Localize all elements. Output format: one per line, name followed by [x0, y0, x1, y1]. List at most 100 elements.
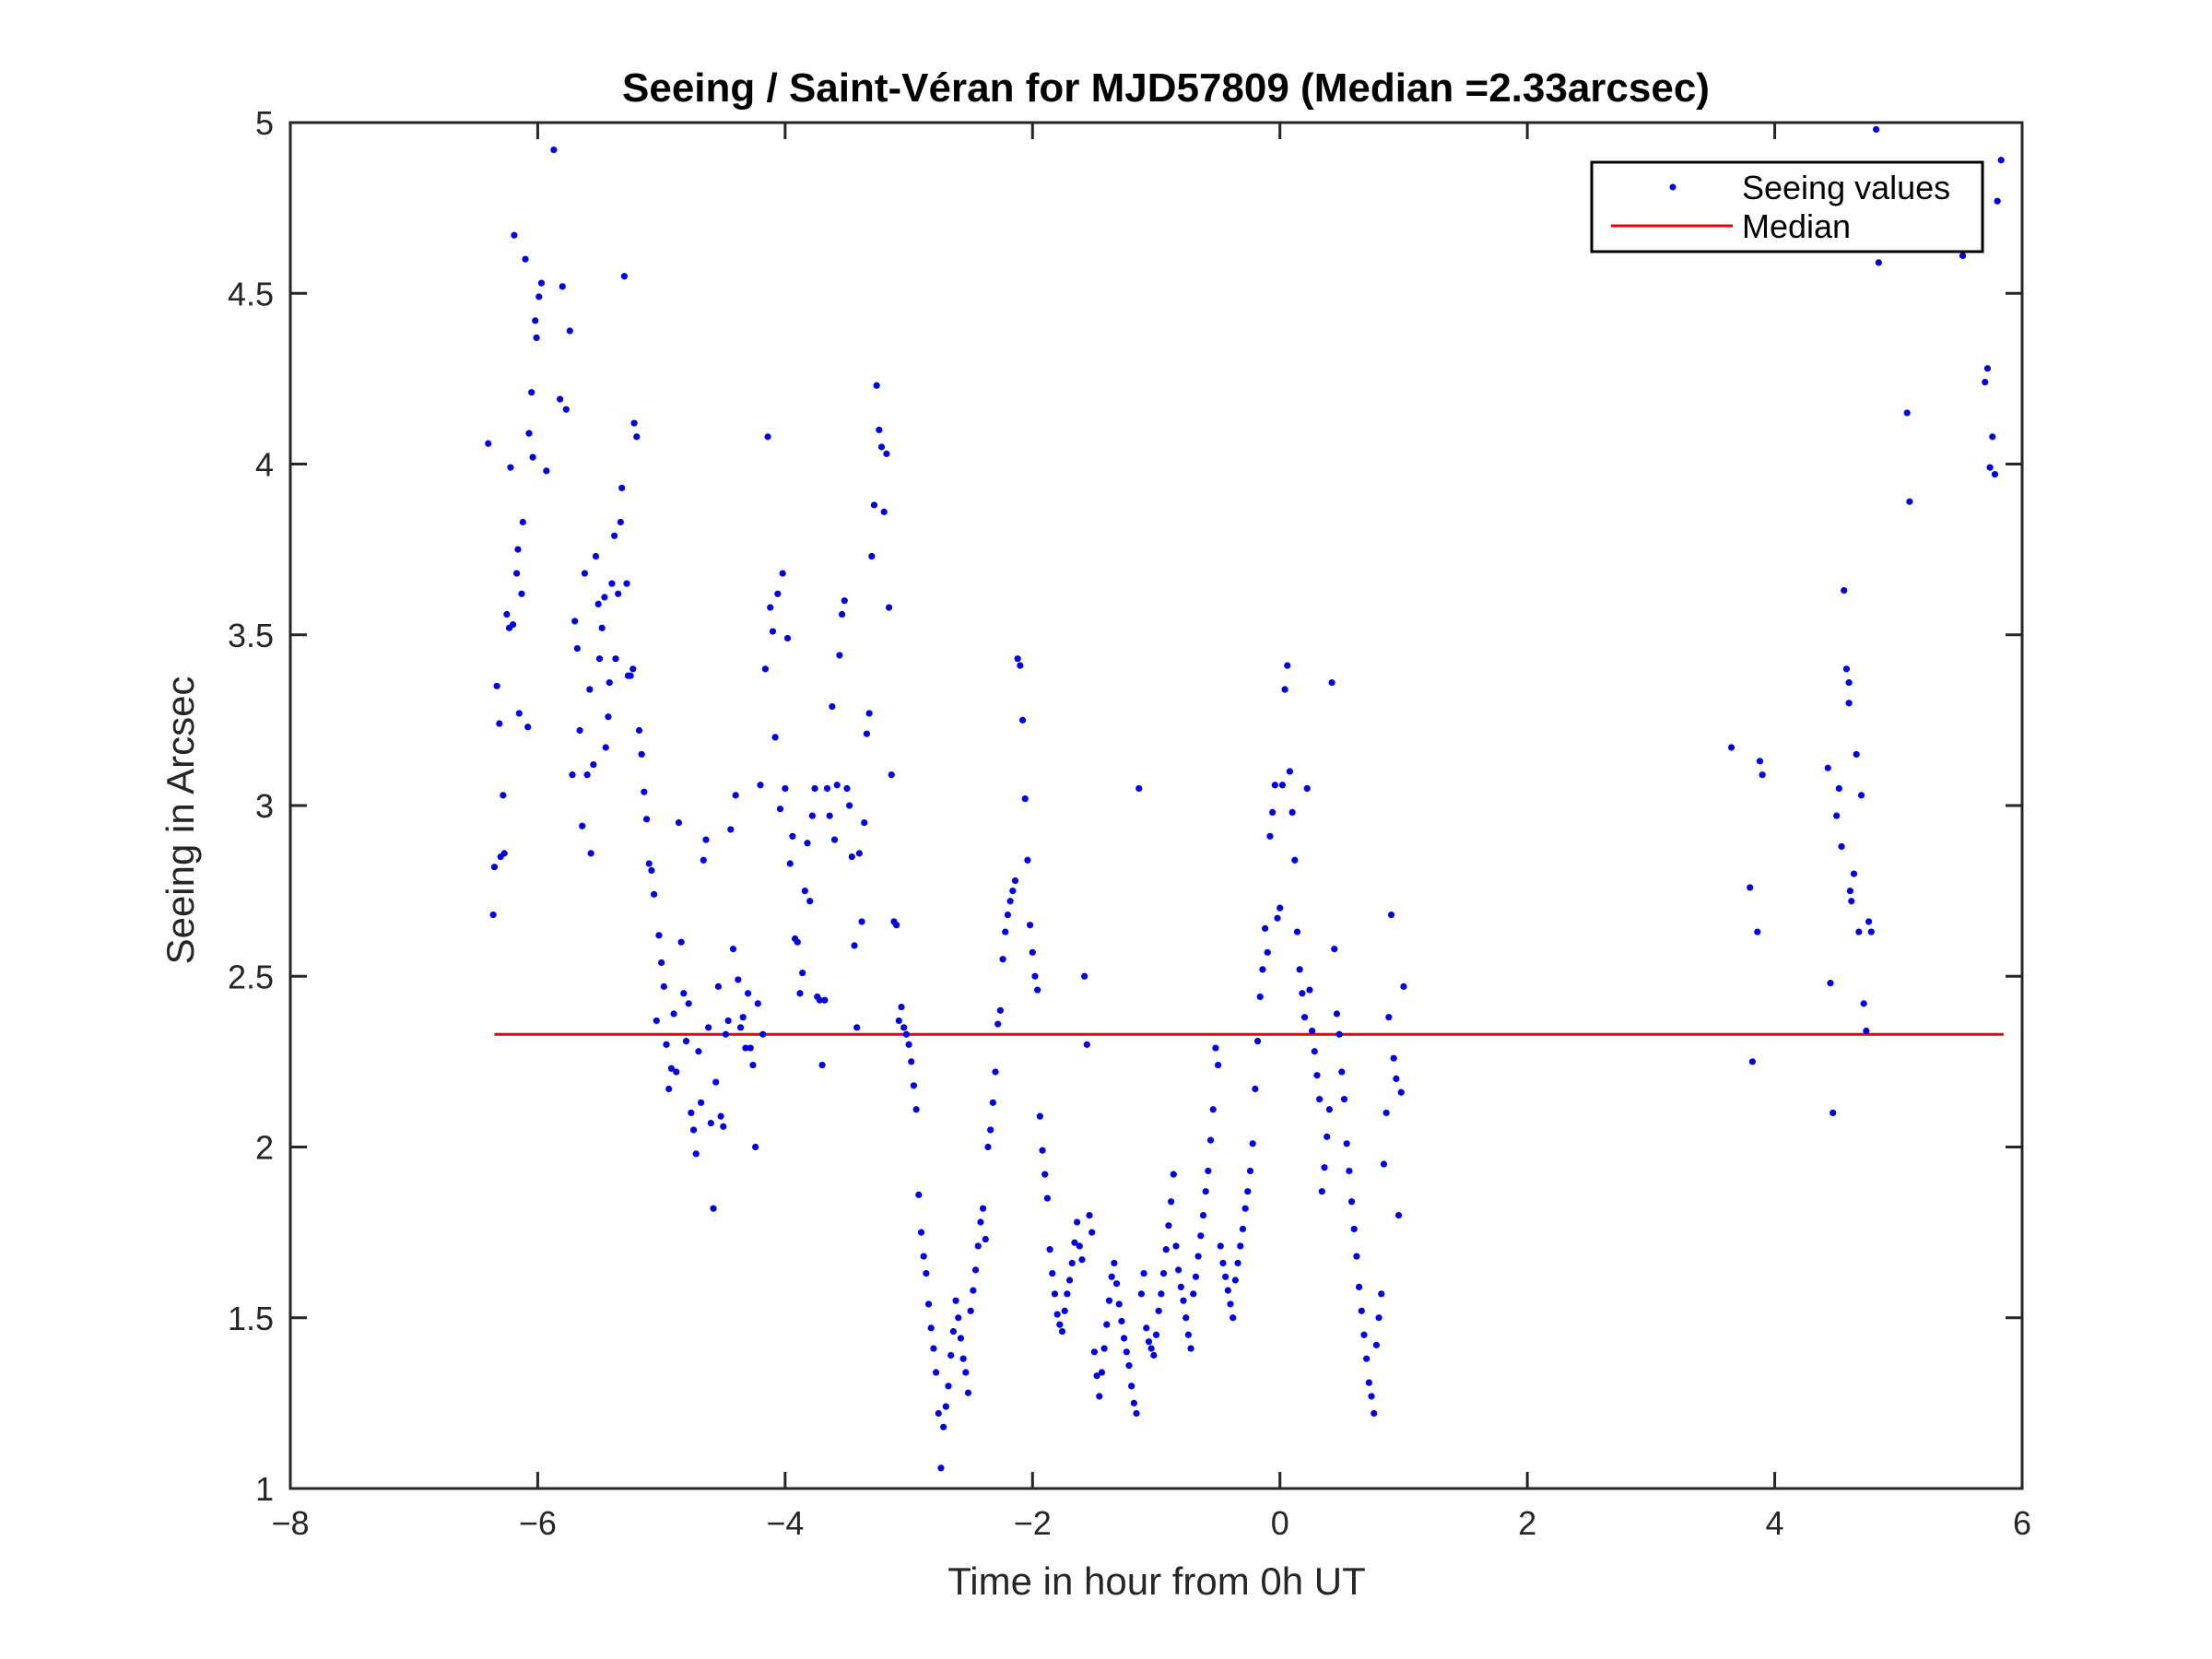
- data-point: [1284, 662, 1291, 669]
- data-point: [1105, 1297, 1113, 1304]
- x-tick-label: −2: [1014, 1504, 1052, 1542]
- data-point: [695, 1048, 702, 1055]
- data-point: [1162, 1246, 1170, 1253]
- data-point: [543, 467, 550, 475]
- data-point: [707, 1119, 714, 1127]
- data-point: [620, 273, 628, 280]
- data-point: [1031, 972, 1039, 980]
- data-point: [515, 710, 523, 717]
- data-point: [1356, 1283, 1363, 1291]
- data-point: [724, 1017, 732, 1025]
- data-point: [1184, 1331, 1192, 1338]
- data-point: [1259, 966, 1266, 973]
- data-point: [935, 1409, 942, 1418]
- data-point: [1206, 1136, 1215, 1144]
- y-tick-label: 2: [255, 1129, 274, 1167]
- data-point: [1385, 1014, 1393, 1021]
- data-point: [489, 911, 497, 919]
- data-point: [1219, 1259, 1227, 1267]
- data-point: [500, 850, 508, 857]
- data-point: [511, 231, 518, 239]
- data-point: [1017, 662, 1024, 669]
- data-point: [660, 982, 667, 990]
- data-point: [1850, 870, 1858, 877]
- data-point: [1158, 1290, 1165, 1298]
- y-tick-label: 2.5: [228, 958, 274, 995]
- x-axis: −8 −6 −4 −2 0 2 4 6: [271, 123, 2031, 1542]
- data-point: [955, 1314, 962, 1322]
- x-tick-label: 2: [1518, 1504, 1536, 1542]
- data-point: [1244, 1188, 1252, 1195]
- data-point: [1096, 1393, 1103, 1400]
- y-tick-label: 5: [255, 104, 274, 142]
- data-point: [1039, 1147, 1046, 1154]
- data-point: [883, 450, 890, 457]
- data-point: [627, 672, 634, 679]
- data-point: [583, 771, 591, 779]
- data-point: [749, 1061, 757, 1069]
- data-point: [996, 1006, 1004, 1014]
- data-point: [974, 1242, 982, 1250]
- data-point: [1215, 1061, 1222, 1069]
- x-tick-label: 4: [1766, 1504, 1784, 1542]
- data-point: [598, 624, 606, 631]
- data-point: [1150, 1351, 1158, 1359]
- data-point: [1177, 1283, 1184, 1291]
- data-point: [496, 720, 503, 727]
- data-point: [1271, 782, 1278, 789]
- data-point: [1111, 1259, 1118, 1267]
- data-point: [618, 484, 626, 492]
- data-point: [1372, 1341, 1381, 1348]
- data-point: [602, 744, 609, 751]
- data-point: [980, 1205, 987, 1212]
- data-point: [712, 1078, 720, 1086]
- data-point: [490, 864, 499, 871]
- data-point: [843, 784, 851, 793]
- data-point: [779, 570, 786, 577]
- data-point: [848, 853, 855, 861]
- data-point: [783, 634, 792, 642]
- data-point: [697, 1099, 705, 1106]
- data-point: [524, 724, 532, 731]
- data-point: [1991, 471, 1999, 478]
- data-point: [794, 938, 801, 946]
- data-point: [1343, 1140, 1350, 1147]
- data-point: [702, 836, 710, 843]
- data-point: [1338, 1068, 1346, 1076]
- data-point: [739, 1014, 747, 1021]
- data-point: [1873, 125, 1880, 134]
- data-point: [1380, 1160, 1388, 1168]
- data-point: [830, 836, 839, 843]
- data-point: [952, 1297, 959, 1304]
- data-point: [937, 1465, 945, 1472]
- data-point: [642, 816, 651, 823]
- data-point: [1340, 1096, 1348, 1103]
- data-point: [1303, 784, 1311, 793]
- data-point: [717, 1112, 724, 1120]
- data-point: [932, 1369, 940, 1376]
- data-point: [1175, 1266, 1182, 1274]
- data-point: [1853, 750, 1860, 759]
- data-point: [1727, 744, 1735, 751]
- data-point: [579, 822, 586, 830]
- data-point: [528, 389, 535, 396]
- data-point: [633, 433, 641, 441]
- data-point: [1194, 1253, 1202, 1260]
- data-point: [789, 832, 796, 840]
- data-point: [971, 1266, 980, 1274]
- data-point: [959, 1355, 967, 1362]
- data-point: [1759, 771, 1766, 779]
- data-point: [1083, 1041, 1090, 1048]
- data-point: [1363, 1355, 1371, 1362]
- data-point: [729, 946, 737, 953]
- data-point: [821, 996, 829, 1004]
- data-point: [1202, 1188, 1209, 1195]
- data-point: [1252, 1085, 1259, 1093]
- data-point: [1845, 679, 1853, 687]
- data-point: [727, 826, 735, 833]
- data-point: [1187, 1345, 1194, 1352]
- data-point: [1875, 259, 1882, 266]
- data-point: [601, 594, 608, 601]
- x-tick-label: −6: [519, 1504, 557, 1542]
- data-point: [818, 1061, 826, 1069]
